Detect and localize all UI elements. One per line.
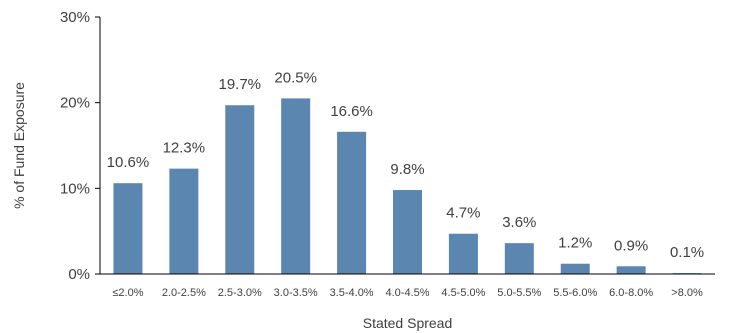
bar	[393, 190, 422, 274]
data-label: 10.6%	[107, 154, 150, 171]
x-tick-label: 4.0-4.5%	[385, 287, 429, 299]
x-tick-label: 2.0-2.5%	[162, 287, 206, 299]
x-tick-label: 5.0-5.5%	[497, 287, 541, 299]
y-tick-label: 30%	[60, 9, 90, 26]
y-axis-title: % of Fund Exposure	[11, 82, 27, 209]
bar	[281, 98, 311, 274]
x-tick-label: 5.5-6.0%	[553, 287, 597, 299]
x-axis-title: Stated Spread	[363, 315, 453, 331]
data-label: 16.6%	[330, 103, 373, 120]
data-label: 12.3%	[163, 140, 206, 157]
data-label: 20.5%	[274, 69, 317, 86]
bar	[504, 243, 534, 274]
x-tick-label: 2.5-3.0%	[218, 287, 262, 299]
bar	[225, 105, 255, 274]
data-label: 0.9%	[614, 237, 648, 254]
data-label: 0.1%	[670, 244, 704, 261]
bar	[448, 233, 478, 274]
x-tick-label: >8.0%	[671, 287, 703, 299]
y-tick-label: 10%	[60, 180, 90, 197]
data-label: 19.7%	[218, 76, 261, 93]
x-tick-label: ≤2.0%	[112, 287, 143, 299]
x-tick-label: 6.0-8.0%	[609, 287, 653, 299]
data-label: 4.7%	[446, 205, 480, 222]
x-tick-label: 3.0-3.5%	[274, 287, 318, 299]
y-axis-ticks: 0% 10% 20% 30%	[60, 9, 100, 283]
data-label: 3.6%	[502, 214, 536, 231]
x-tick-label: 4.5-5.0%	[441, 287, 485, 299]
x-tick-label: 3.5-4.0%	[330, 287, 374, 299]
bar	[169, 168, 199, 274]
bar	[616, 266, 646, 274]
bar	[113, 183, 143, 274]
bars	[113, 98, 702, 274]
data-labels: 10.6% 12.3% 19.7% 20.5% 16.6% 9.8% 4.7% 3.6% 1.2…	[107, 69, 704, 261]
bar	[560, 263, 590, 274]
data-label: 1.2%	[558, 235, 592, 252]
bar	[337, 131, 367, 274]
y-tick-label: 0%	[68, 266, 90, 283]
data-label: 9.8%	[390, 161, 424, 178]
y-tick-label: 20%	[60, 95, 90, 112]
x-axis-ticks: ≤2.0% 2.0-2.5% 2.5-3.0% 3.0-3.5% 3.5-4.0% 4.0…	[112, 287, 703, 299]
